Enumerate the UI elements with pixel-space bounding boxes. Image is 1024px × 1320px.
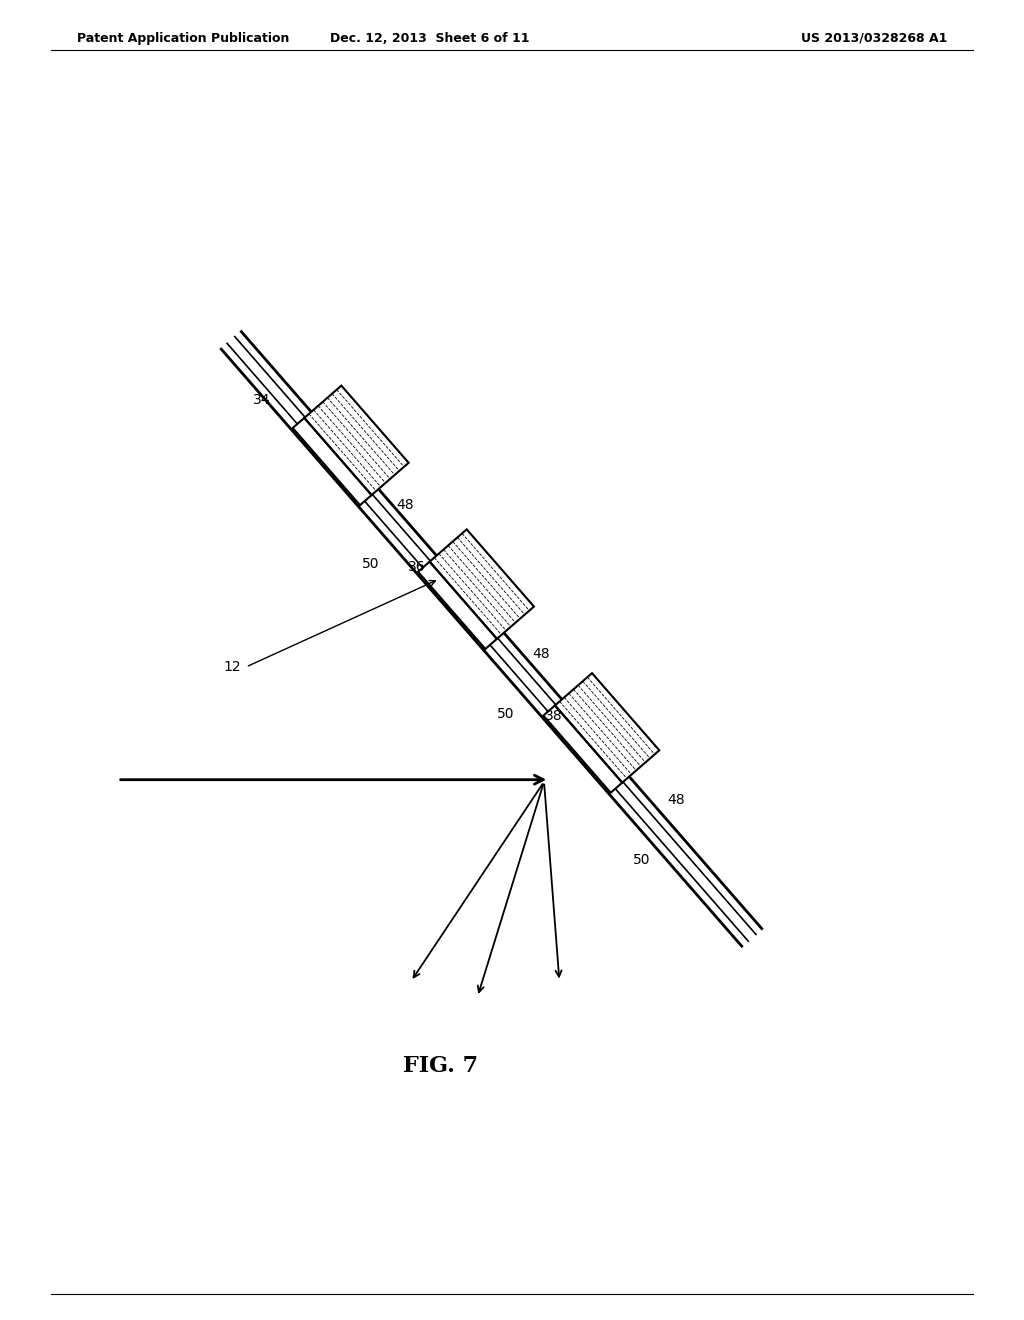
Text: 34: 34 [253,393,270,407]
Text: 48: 48 [668,793,685,807]
Text: 50: 50 [633,853,650,867]
Polygon shape [418,562,497,649]
Polygon shape [555,673,659,783]
Text: 36: 36 [408,561,426,574]
Text: 50: 50 [361,557,379,572]
Polygon shape [304,385,409,495]
Text: Dec. 12, 2013  Sheet 6 of 11: Dec. 12, 2013 Sheet 6 of 11 [331,32,529,45]
Polygon shape [430,529,534,639]
Text: 48: 48 [396,498,414,512]
Text: US 2013/0328268 A1: US 2013/0328268 A1 [801,32,947,45]
Text: 48: 48 [531,647,550,661]
Text: FIG. 7: FIG. 7 [402,1056,478,1077]
Text: 38: 38 [545,709,563,723]
Text: 50: 50 [498,708,515,721]
Polygon shape [544,705,623,793]
Polygon shape [293,418,372,506]
Text: 12: 12 [223,660,241,675]
Text: Patent Application Publication: Patent Application Publication [77,32,289,45]
